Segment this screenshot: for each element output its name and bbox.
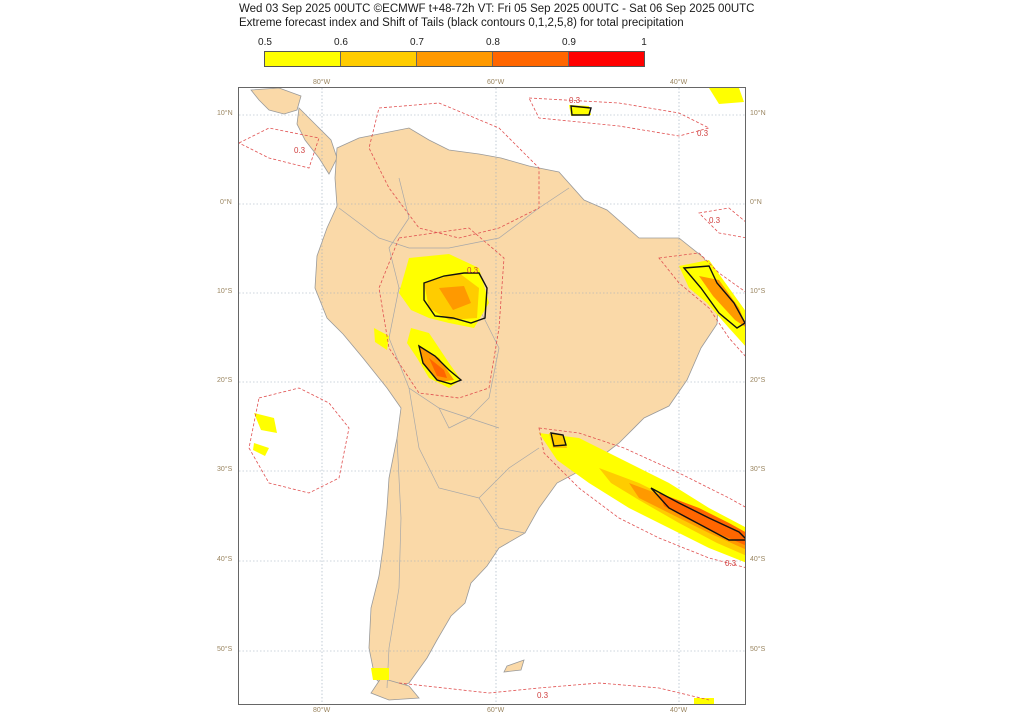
contour-label: 0.3: [709, 216, 721, 225]
lat-label-left: 0°N: [220, 199, 232, 206]
header-title-line1: Wed 03 Sep 2025 00UTC ©ECMWF t+48-72h VT…: [239, 3, 755, 15]
efi-0.3-contours: [239, 97, 745, 701]
map-frame: 0.3 0.3 0.3 0.3 0.3 0.3 0.3: [238, 87, 746, 705]
lon-label-bottom: 60°W: [487, 707, 505, 714]
lat-label-left: 50°S: [217, 646, 233, 653]
efi-contour-labels: 0.3 0.3 0.3 0.3 0.3 0.3 0.3: [294, 96, 737, 700]
contour-label: 0.3: [725, 559, 737, 568]
colorbar-swatch-0.6-0.7: [341, 52, 417, 66]
colorbar-swatch-0.5-0.6: [265, 52, 341, 66]
lat-label-right: 20°S: [750, 377, 766, 384]
colorbar-tick: 0.6: [334, 37, 348, 48]
colorbar-tick: 0.9: [562, 37, 576, 48]
colorbar-tick: 0.5: [258, 37, 272, 48]
landmass: [250, 88, 720, 701]
lat-label-right: 40°S: [750, 556, 766, 563]
lat-label-left: 10°S: [217, 288, 233, 295]
colorbar-swatch-0.8-0.9: [493, 52, 569, 66]
south-america-map: 0.3 0.3 0.3 0.3 0.3 0.3 0.3: [239, 88, 745, 704]
colorbar-swatch-0.7-0.8: [417, 52, 493, 66]
graticule: [239, 88, 745, 704]
colorbar: [264, 51, 645, 67]
lon-label-top: 80°W: [313, 79, 331, 86]
lat-label-right: 0°N: [750, 199, 762, 206]
colorbar-tick: 0.7: [410, 37, 424, 48]
colorbar-tick: 0.8: [486, 37, 500, 48]
lat-label-right: 50°S: [750, 646, 766, 653]
lat-label-right: 30°S: [750, 466, 766, 473]
lat-label-left: 20°S: [217, 377, 233, 384]
lat-label-right: 10°N: [750, 110, 766, 117]
lat-label-left: 10°N: [217, 110, 233, 117]
contour-label: 0.3: [569, 96, 581, 105]
lon-label-top: 60°W: [487, 79, 505, 86]
contour-label: 0.3: [697, 129, 709, 138]
header-title-line2: Extreme forecast index and Shift of Tail…: [239, 17, 684, 29]
lat-label-right: 10°S: [750, 288, 766, 295]
lon-label-bottom: 40°W: [670, 707, 688, 714]
contour-label: 0.3: [294, 146, 306, 155]
colorbar-tick: 1: [641, 37, 647, 48]
contour-label: 0.3: [467, 266, 479, 275]
lon-label-top: 40°W: [670, 79, 688, 86]
lat-label-left: 40°S: [217, 556, 233, 563]
sot-contours: [417, 105, 745, 541]
colorbar-swatch-0.9-1: [569, 52, 644, 66]
lat-label-left: 30°S: [217, 466, 233, 473]
efi-shading: [253, 88, 745, 704]
contour-label: 0.3: [537, 691, 549, 700]
lon-label-bottom: 80°W: [313, 707, 331, 714]
